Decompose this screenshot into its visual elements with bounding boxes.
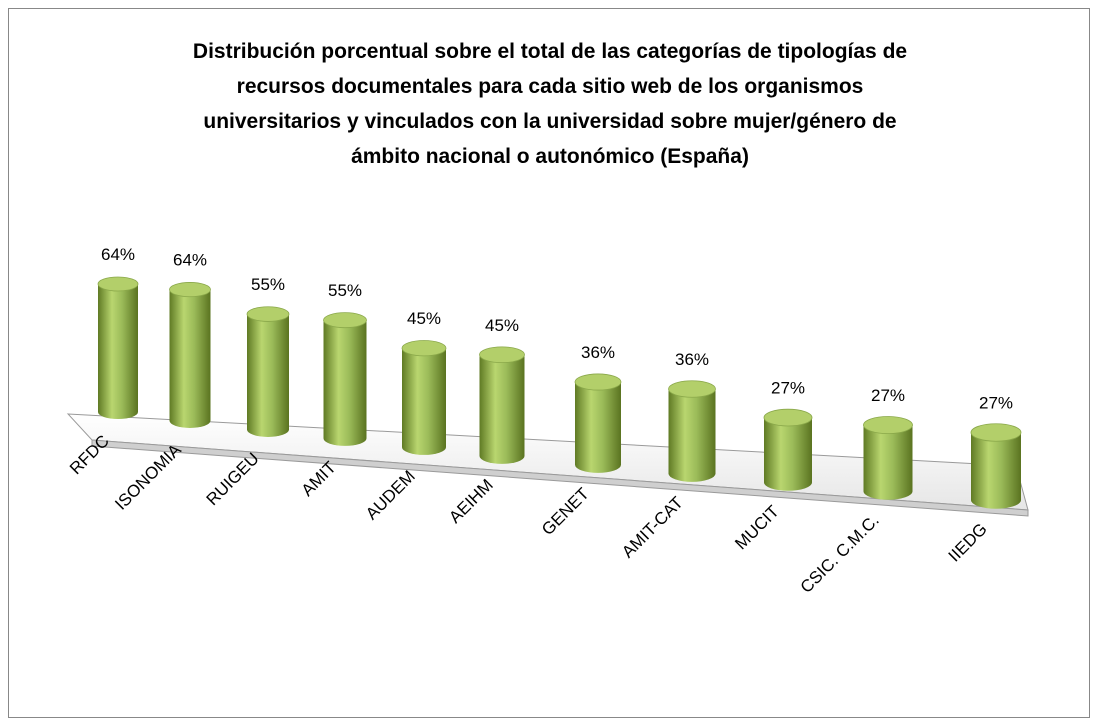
bar-body [98,284,138,419]
bar-body [169,289,211,428]
x-tick-label: RFDC [66,431,113,478]
bar-body [323,320,367,446]
bar [323,312,367,446]
bar [668,380,716,482]
data-label: 55% [328,281,362,300]
data-label: 27% [771,379,805,398]
bar-top [763,408,813,427]
data-label: 27% [871,386,905,405]
data-label: 36% [581,343,615,362]
bar-top [668,380,716,398]
x-tick-label: RUIGEU [203,449,263,509]
bar-body [402,348,446,455]
bar [97,276,139,419]
bar-body [668,389,716,482]
bar [970,423,1022,509]
bar-body [479,354,525,464]
bar-top [323,312,367,329]
data-label: 64% [101,245,135,264]
data-label: 45% [407,309,441,328]
data-label: 64% [173,251,207,270]
bar-top [169,282,211,298]
bar [401,340,447,455]
chart-title: Distribución porcentual sobre el total d… [192,40,908,168]
x-tick-label: AUDEM [362,467,419,524]
data-label: 36% [675,350,709,369]
bar [763,408,813,491]
bar [246,306,290,437]
bar-body [863,425,913,500]
x-tick-label: AMIT-CAT [618,493,687,562]
bar [169,282,211,428]
bar-top [401,340,447,357]
bar [479,346,525,464]
x-tick-label: MUCIT [731,502,782,553]
bar-body [971,432,1021,509]
bar [574,373,622,473]
data-label: 55% [251,275,285,294]
data-label: 45% [485,316,519,335]
x-tick-label: GENET [538,484,593,539]
bar-top [970,423,1022,442]
bar-top [574,373,622,391]
x-tick-label: ISONOMIA [111,440,185,514]
bar-body [575,382,621,473]
floor-edge [91,439,1029,517]
bar-top [479,346,525,364]
x-tick-label: AEIHM [445,475,497,527]
bar-body [764,417,812,491]
bar-top [246,306,290,322]
bar [863,416,913,500]
bar-body [247,314,289,437]
data-label: 27% [979,394,1013,413]
bar-top [863,416,913,435]
x-tick-label: CSIC. C.M.C. [797,511,883,597]
bar-top [97,276,139,292]
x-tick-label: IIEDG [945,519,991,565]
